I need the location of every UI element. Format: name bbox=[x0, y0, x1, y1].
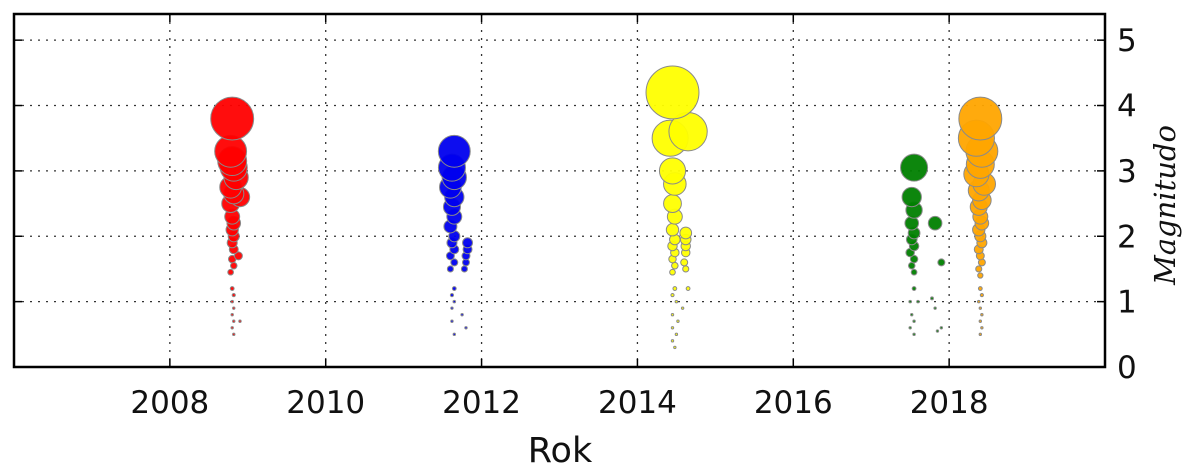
data-point bbox=[670, 326, 675, 330]
data-points bbox=[210, 65, 1003, 350]
data-point bbox=[980, 326, 984, 330]
data-point bbox=[670, 339, 675, 343]
data-point bbox=[674, 332, 679, 337]
data-point bbox=[232, 319, 236, 323]
data-point bbox=[671, 261, 679, 270]
data-point bbox=[937, 258, 946, 267]
data-point bbox=[670, 293, 675, 298]
y-tick-label: 1 bbox=[1117, 285, 1137, 321]
data-point bbox=[910, 313, 914, 317]
data-point bbox=[230, 326, 234, 330]
data-point bbox=[978, 319, 983, 323]
data-point bbox=[658, 157, 687, 185]
data-point bbox=[908, 299, 912, 304]
data-point bbox=[674, 299, 679, 304]
data-point bbox=[437, 134, 471, 168]
data-point bbox=[958, 96, 1003, 141]
data-point bbox=[975, 265, 983, 273]
data-point bbox=[451, 286, 457, 291]
data-point bbox=[230, 313, 234, 317]
data-point bbox=[977, 272, 984, 279]
data-point bbox=[980, 313, 984, 317]
data-point bbox=[978, 306, 983, 310]
data-point bbox=[682, 265, 690, 273]
data-point bbox=[460, 313, 464, 317]
data-point bbox=[464, 326, 468, 330]
data-point bbox=[450, 258, 459, 267]
data-point bbox=[460, 265, 468, 273]
x-tick-label: 2016 bbox=[754, 385, 833, 421]
data-point bbox=[229, 286, 235, 291]
data-point bbox=[231, 293, 236, 298]
data-point bbox=[679, 226, 693, 240]
y-tick-label: 5 bbox=[1117, 23, 1137, 59]
x-tick-label: 2014 bbox=[598, 385, 677, 421]
data-point bbox=[232, 332, 236, 337]
grid bbox=[14, 14, 1105, 367]
data-point bbox=[670, 313, 675, 317]
x-tick-label: 2010 bbox=[286, 385, 365, 421]
data-point bbox=[933, 306, 937, 310]
data-point bbox=[979, 293, 984, 298]
data-point bbox=[976, 299, 981, 304]
x-axis-title: Rok bbox=[528, 431, 593, 471]
data-point bbox=[672, 286, 678, 291]
data-point bbox=[978, 332, 983, 337]
data-point bbox=[462, 237, 474, 249]
data-point bbox=[645, 65, 700, 120]
data-point bbox=[210, 96, 255, 141]
data-point bbox=[238, 319, 242, 323]
data-point bbox=[452, 332, 456, 337]
x-tick-label: 2012 bbox=[442, 385, 521, 421]
data-point bbox=[912, 332, 916, 337]
data-point bbox=[900, 153, 929, 182]
data-point bbox=[230, 299, 234, 304]
data-point bbox=[232, 306, 236, 310]
x-tick-label: 2008 bbox=[130, 385, 209, 421]
y-tick-label: 4 bbox=[1117, 89, 1137, 125]
data-point bbox=[680, 306, 685, 310]
data-point bbox=[669, 268, 676, 276]
data-point bbox=[449, 293, 455, 298]
data-point bbox=[911, 286, 917, 291]
data-point bbox=[229, 261, 238, 270]
y-tick-label: 2 bbox=[1117, 219, 1137, 255]
data-point bbox=[450, 306, 454, 310]
y-tick-label: 3 bbox=[1117, 154, 1137, 190]
y-tick-label: 0 bbox=[1117, 350, 1137, 386]
data-point bbox=[901, 186, 922, 208]
x-tick-label: 2018 bbox=[910, 385, 989, 421]
data-point bbox=[663, 194, 682, 213]
data-point bbox=[907, 261, 916, 270]
data-point bbox=[673, 345, 677, 350]
y-axis-title: Magnitudo bbox=[1148, 125, 1182, 286]
data-point bbox=[909, 254, 919, 264]
data-point bbox=[912, 319, 916, 323]
data-point bbox=[680, 258, 689, 267]
data-point bbox=[908, 326, 912, 330]
data-point bbox=[676, 319, 680, 323]
data-point bbox=[939, 326, 944, 330]
data-point bbox=[450, 319, 454, 323]
axis-ticks: 2008 2010 2012 2014 2016 2018 0 1 2 3 4 5 bbox=[14, 14, 1137, 421]
data-point bbox=[910, 268, 918, 276]
data-point bbox=[977, 286, 983, 291]
data-point bbox=[227, 268, 234, 276]
data-point bbox=[452, 299, 457, 304]
data-point bbox=[930, 296, 934, 301]
data-point bbox=[665, 223, 680, 237]
data-point bbox=[935, 329, 940, 333]
data-point bbox=[916, 299, 920, 304]
data-point bbox=[233, 251, 243, 261]
data-point bbox=[685, 286, 691, 291]
plot-frame bbox=[12, 12, 1107, 369]
data-point bbox=[446, 265, 454, 273]
data-point bbox=[927, 215, 943, 231]
